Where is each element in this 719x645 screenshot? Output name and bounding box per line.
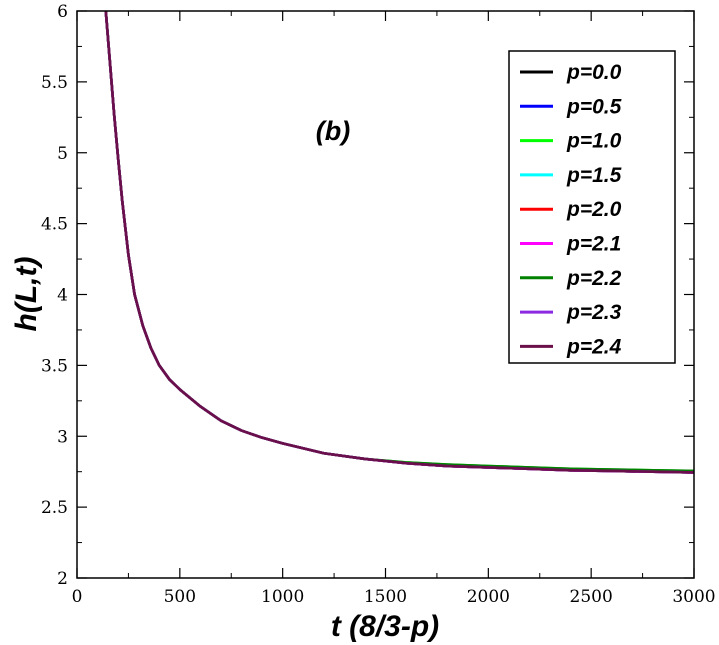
x-tick-label: 3000	[672, 587, 715, 607]
plot-frame	[76, 10, 695, 579]
axis-ticks: 0 500 1000 1500 2000 2500 3000 2 2.5 3 3.5 4 4.5 5 5.5…	[41, 2, 716, 607]
panel-annotation: (b)	[316, 116, 350, 146]
y-tick-label: 5.5	[41, 73, 68, 93]
legend-label: p=2.2	[566, 267, 622, 290]
y-tick-label: 5	[57, 144, 68, 164]
legend-label: p=2.1	[566, 233, 621, 256]
y-tick-label: 2.5	[41, 498, 68, 518]
x-tick-label: 500	[164, 587, 196, 607]
x-axis-title: t (8/3-p)	[331, 610, 439, 643]
series-lines	[104, 10, 695, 474]
series-line-p=2.4	[104, 10, 695, 474]
legend-label: p=0.5	[566, 95, 622, 118]
y-tick-label: 4	[57, 286, 68, 306]
x-tick-label: 2000	[467, 587, 510, 607]
legend-label: p=2.3	[566, 301, 622, 324]
y-tick-label: 3	[57, 427, 68, 447]
legend-label: p=0.0	[566, 61, 622, 84]
x-tick-label: 1000	[261, 587, 304, 607]
x-tick-label: 2500	[570, 587, 613, 607]
legend: p=0.0 p=0.5 p=1.0 p=1.5 p=2.0 p=2.1 p=2.2 p=2.3…	[508, 50, 676, 364]
x-tick-label: 0	[72, 587, 83, 607]
legend-label: p=1.5	[566, 164, 622, 187]
y-tick-label: 6	[57, 2, 68, 22]
y-tick-label: 3.5	[41, 356, 68, 376]
legend-label: p=2.0	[566, 198, 622, 221]
y-axis-title: h(L,t)	[10, 257, 43, 332]
x-tick-label: 1500	[364, 587, 407, 607]
y-tick-label: 4.5	[41, 215, 68, 235]
legend-label: p=1.0	[566, 130, 622, 153]
y-tick-label: 2	[57, 569, 68, 589]
legend-label: p=2.4	[566, 335, 622, 358]
